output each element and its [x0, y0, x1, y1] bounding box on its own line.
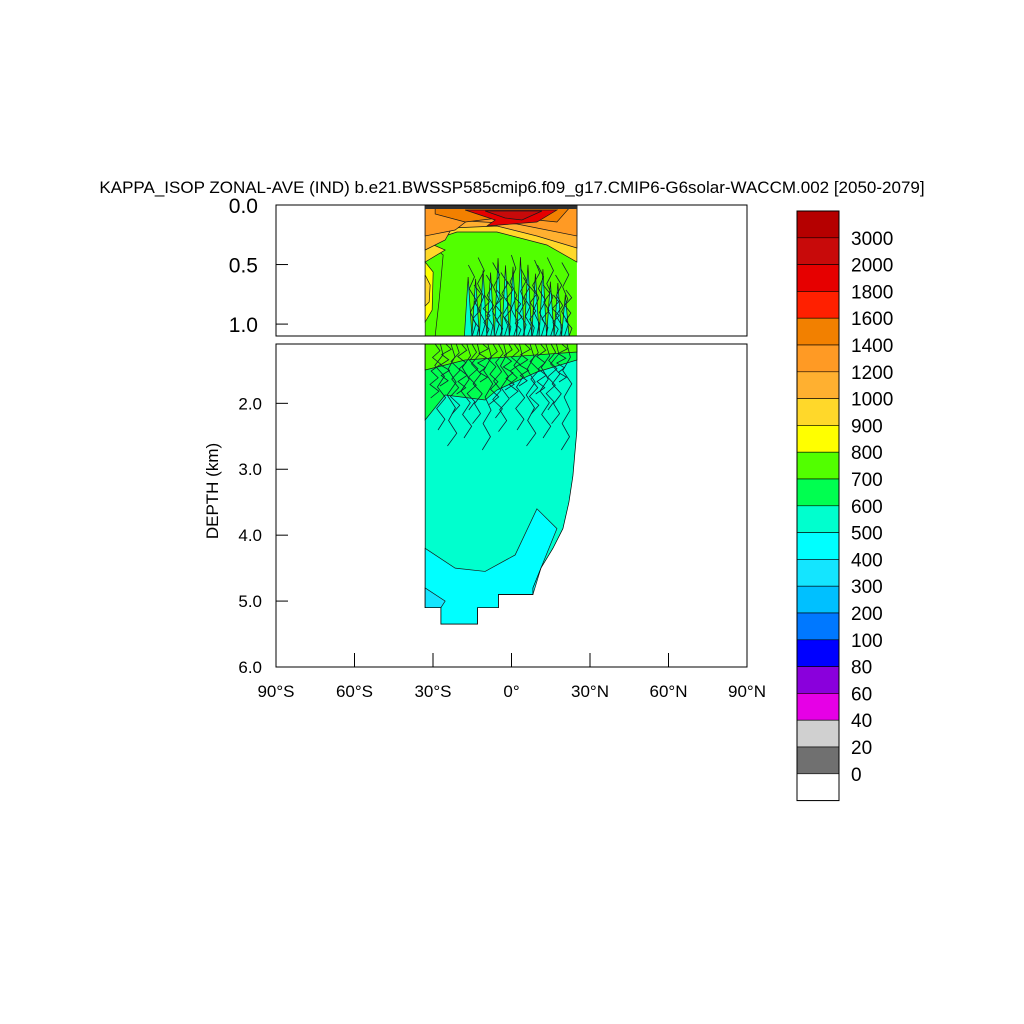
contour-region	[464, 257, 570, 336]
upper-panel-frame	[275, 204, 748, 337]
y-tick-label: 4.0	[238, 526, 262, 545]
colorbar-label: 400	[851, 550, 883, 571]
colorbar-swatch	[796, 639, 840, 667]
colorbar-label: 40	[851, 711, 872, 732]
colorbar-label: 1800	[851, 282, 893, 303]
y-axis-label: DEPTH (km)	[203, 443, 222, 539]
colorbar-swatch	[796, 693, 840, 721]
y-tick-label: 6.0	[238, 658, 262, 677]
x-tick-label: 0°	[503, 682, 519, 701]
x-tick-label: 90°N	[728, 682, 766, 701]
colorbar-label: 900	[851, 416, 883, 437]
colorbar-swatch	[796, 451, 840, 480]
colorbar-swatch	[796, 264, 840, 292]
axes: 90°S 60°S 30°S 0° 30°N 60°N 90°N 0.0 0.5 1.0 2.0 3.…	[229, 195, 766, 701]
colorbar-label: 1400	[851, 336, 893, 357]
colorbar-swatch	[796, 210, 840, 239]
colorbar-swatch	[796, 773, 840, 801]
colorbar-label: 2000	[851, 256, 893, 277]
y-tick-label: 2.0	[238, 394, 262, 413]
colorbar-label: 1000	[851, 390, 893, 411]
colorbar-label: 1600	[851, 309, 893, 330]
contour-lines	[467, 254, 573, 336]
colorbar-swatch	[796, 719, 840, 748]
colorbar-swatch	[796, 585, 840, 614]
colorbar-label: 600	[851, 497, 883, 518]
y-tick-label: 0.5	[229, 255, 258, 278]
lower-panel-contours	[424, 344, 578, 625]
upper-panel-contours	[424, 205, 578, 336]
x-tick-label: 90°S	[257, 682, 294, 701]
colorbar-swatch	[796, 478, 840, 507]
colorbar: 3000200018001600140012001000900800700600…	[796, 210, 893, 802]
y-tick-label: 1.0	[229, 314, 258, 337]
contour-lines	[429, 344, 573, 451]
colorbar-label: 700	[851, 470, 883, 491]
colorbar-swatch	[796, 398, 840, 426]
surface-strip	[425, 205, 577, 209]
colorbar-label: 3000	[851, 229, 893, 250]
contour-region	[424, 274, 431, 307]
colorbar-swatch	[796, 237, 840, 265]
colorbar-swatch	[796, 505, 840, 533]
colorbar-swatch	[796, 612, 840, 641]
colorbar-label: 800	[851, 443, 883, 464]
colorbar-label: 1200	[851, 363, 893, 384]
colorbar-label: 500	[851, 524, 883, 545]
x-tick-label: 30°S	[414, 682, 451, 701]
y-tick-label: 3.0	[238, 460, 262, 479]
colorbar-swatch	[796, 425, 840, 453]
x-tick-label: 30°N	[571, 682, 609, 701]
contour-region	[424, 344, 578, 625]
colorbar-swatch	[796, 746, 840, 775]
colorbar-label: 60	[851, 684, 872, 705]
colorbar-label: 20	[851, 738, 872, 759]
colorbar-swatch	[796, 317, 840, 346]
colorbar-swatch	[796, 291, 840, 319]
colorbar-label: 80	[851, 658, 872, 679]
colorbar-label: 200	[851, 604, 883, 625]
colorbar-swatch	[796, 532, 840, 560]
colorbar-swatch	[796, 666, 840, 694]
x-tick-label: 60°N	[650, 682, 688, 701]
colorbar-swatch	[796, 344, 840, 373]
y-tick-label: 0.0	[229, 195, 258, 218]
colorbar-label: 0	[851, 765, 862, 786]
y-tick-label: 5.0	[238, 592, 262, 611]
contour-region	[485, 210, 543, 221]
chart-title: KAPPA_ISOP ZONAL-AVE (IND) b.e21.BWSSP58…	[99, 178, 924, 197]
colorbar-swatch	[796, 371, 840, 399]
colorbar-label: 300	[851, 577, 883, 598]
colorbar-swatch	[796, 559, 840, 587]
x-tick-label: 60°S	[336, 682, 373, 701]
colorbar-label: 100	[851, 631, 883, 652]
